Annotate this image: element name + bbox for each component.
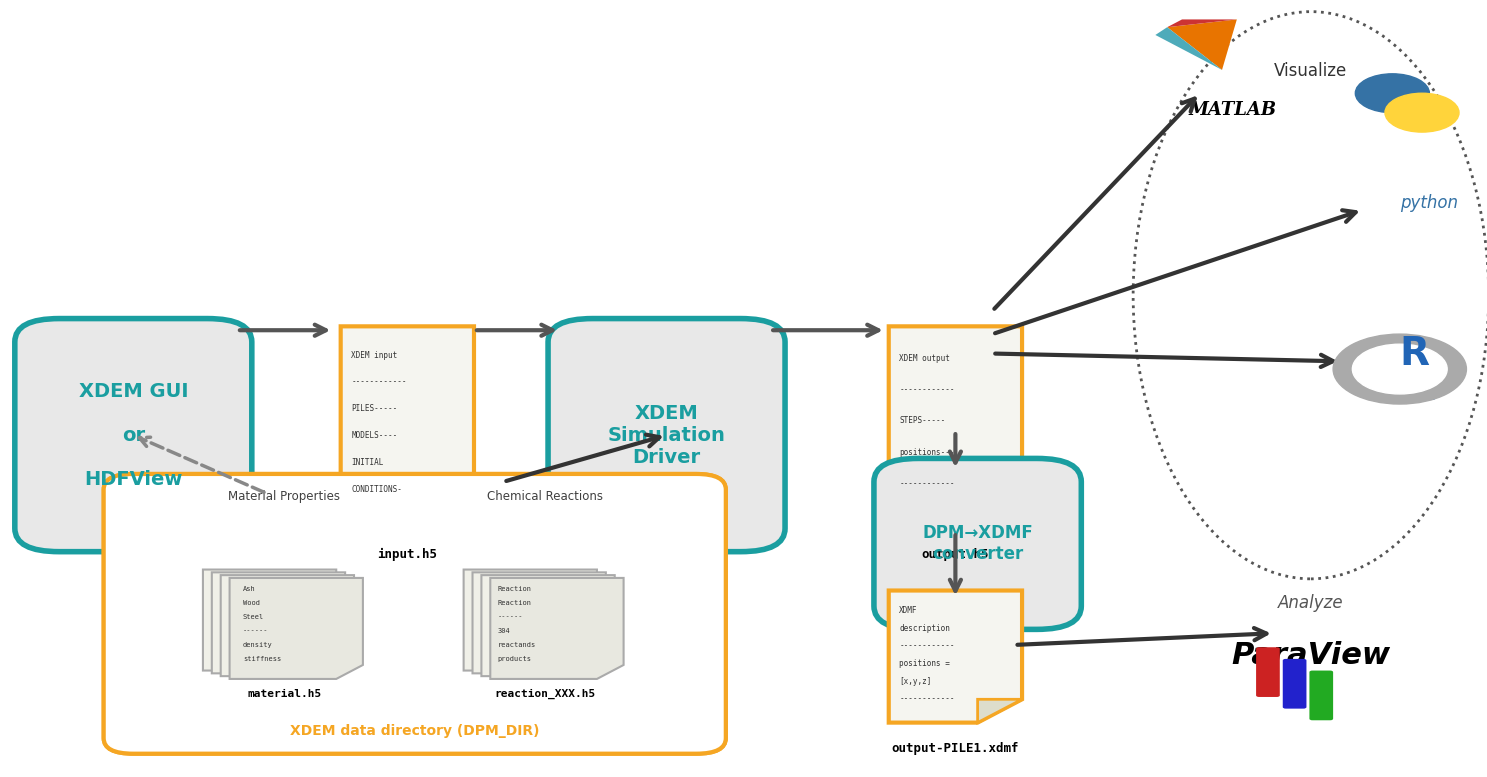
Text: CONDITIONS-: CONDITIONS- (351, 486, 401, 494)
Circle shape (1355, 74, 1429, 113)
Text: reactands: reactands (498, 642, 535, 648)
Text: output-PILE1.xdmf: output-PILE1.xdmf (892, 742, 1019, 755)
Text: ------: ------ (498, 614, 523, 620)
Text: ------: ------ (242, 628, 269, 634)
Text: Wood: Wood (242, 600, 260, 606)
Polygon shape (473, 573, 605, 674)
Text: positions =: positions = (900, 659, 950, 668)
Text: ParaView: ParaView (1231, 641, 1390, 670)
Text: XDMF: XDMF (900, 606, 917, 615)
Text: Reaction: Reaction (498, 600, 532, 606)
Circle shape (1352, 344, 1447, 394)
Polygon shape (1167, 19, 1237, 70)
Text: ------------: ------------ (900, 385, 955, 395)
Text: output.h5: output.h5 (922, 548, 989, 561)
Text: STEPS-----: STEPS----- (900, 416, 946, 426)
Text: XDEM GUI

or

HDFView: XDEM GUI or HDFView (79, 382, 187, 489)
Circle shape (1334, 334, 1466, 404)
Text: 304: 304 (498, 628, 510, 634)
Text: Chemical Reactions: Chemical Reactions (488, 490, 604, 503)
Text: products: products (498, 656, 532, 662)
Text: Reaction: Reaction (498, 586, 532, 592)
Text: input.h5: input.h5 (378, 548, 437, 561)
Text: material.h5: material.h5 (247, 689, 321, 699)
Polygon shape (1155, 27, 1222, 70)
Text: ------------: ------------ (351, 378, 407, 386)
Text: MODELS----: MODELS---- (351, 431, 397, 441)
Polygon shape (977, 699, 1022, 723)
Text: MATLAB: MATLAB (1188, 101, 1276, 119)
Polygon shape (889, 591, 1022, 723)
Polygon shape (464, 570, 596, 671)
Text: ------------: ------------ (900, 642, 955, 650)
Polygon shape (1167, 19, 1237, 27)
Text: R: R (1393, 357, 1436, 411)
Text: python: python (1401, 194, 1459, 212)
Text: density: density (242, 642, 272, 648)
Text: Steel: Steel (242, 614, 265, 620)
FancyBboxPatch shape (104, 474, 726, 754)
Ellipse shape (1133, 12, 1487, 579)
Text: [x,y,z]: [x,y,z] (900, 677, 932, 686)
FancyBboxPatch shape (1257, 647, 1280, 697)
Polygon shape (430, 505, 474, 528)
FancyBboxPatch shape (874, 458, 1081, 629)
FancyBboxPatch shape (549, 319, 785, 552)
Text: stiffness: stiffness (242, 656, 281, 662)
Text: ------------: ------------ (900, 695, 955, 703)
Polygon shape (491, 578, 623, 679)
Text: Ash: Ash (242, 586, 256, 592)
Polygon shape (211, 573, 345, 674)
Text: XDEM input: XDEM input (351, 350, 397, 360)
FancyBboxPatch shape (15, 319, 251, 552)
Polygon shape (482, 575, 614, 676)
Polygon shape (341, 326, 474, 528)
Text: ------------: ------------ (900, 479, 955, 488)
Text: DPM→XDMF
converter: DPM→XDMF converter (922, 524, 1033, 563)
FancyBboxPatch shape (1283, 659, 1307, 709)
Text: R: R (1399, 335, 1429, 372)
Text: Visualize: Visualize (1274, 62, 1347, 80)
Text: XDEM
Simulation
Driver: XDEM Simulation Driver (608, 403, 726, 467)
Text: XDEM data directory (DPM_DIR): XDEM data directory (DPM_DIR) (290, 724, 540, 738)
Polygon shape (977, 505, 1022, 528)
Text: Analyze: Analyze (1279, 594, 1344, 612)
Polygon shape (889, 326, 1022, 528)
FancyBboxPatch shape (1310, 671, 1334, 720)
Polygon shape (220, 575, 354, 676)
Text: INITIAL: INITIAL (351, 458, 384, 467)
Text: XDEM output: XDEM output (900, 354, 950, 364)
Text: PILES-----: PILES----- (351, 405, 397, 413)
FancyBboxPatch shape (104, 474, 726, 754)
Text: positions---: positions--- (900, 448, 955, 457)
Text: reaction_XXX.h5: reaction_XXX.h5 (495, 689, 596, 699)
Polygon shape (229, 578, 363, 679)
Polygon shape (202, 570, 336, 671)
Circle shape (1384, 93, 1459, 132)
Text: Material Properties: Material Properties (229, 490, 341, 503)
Text: description: description (900, 624, 950, 633)
